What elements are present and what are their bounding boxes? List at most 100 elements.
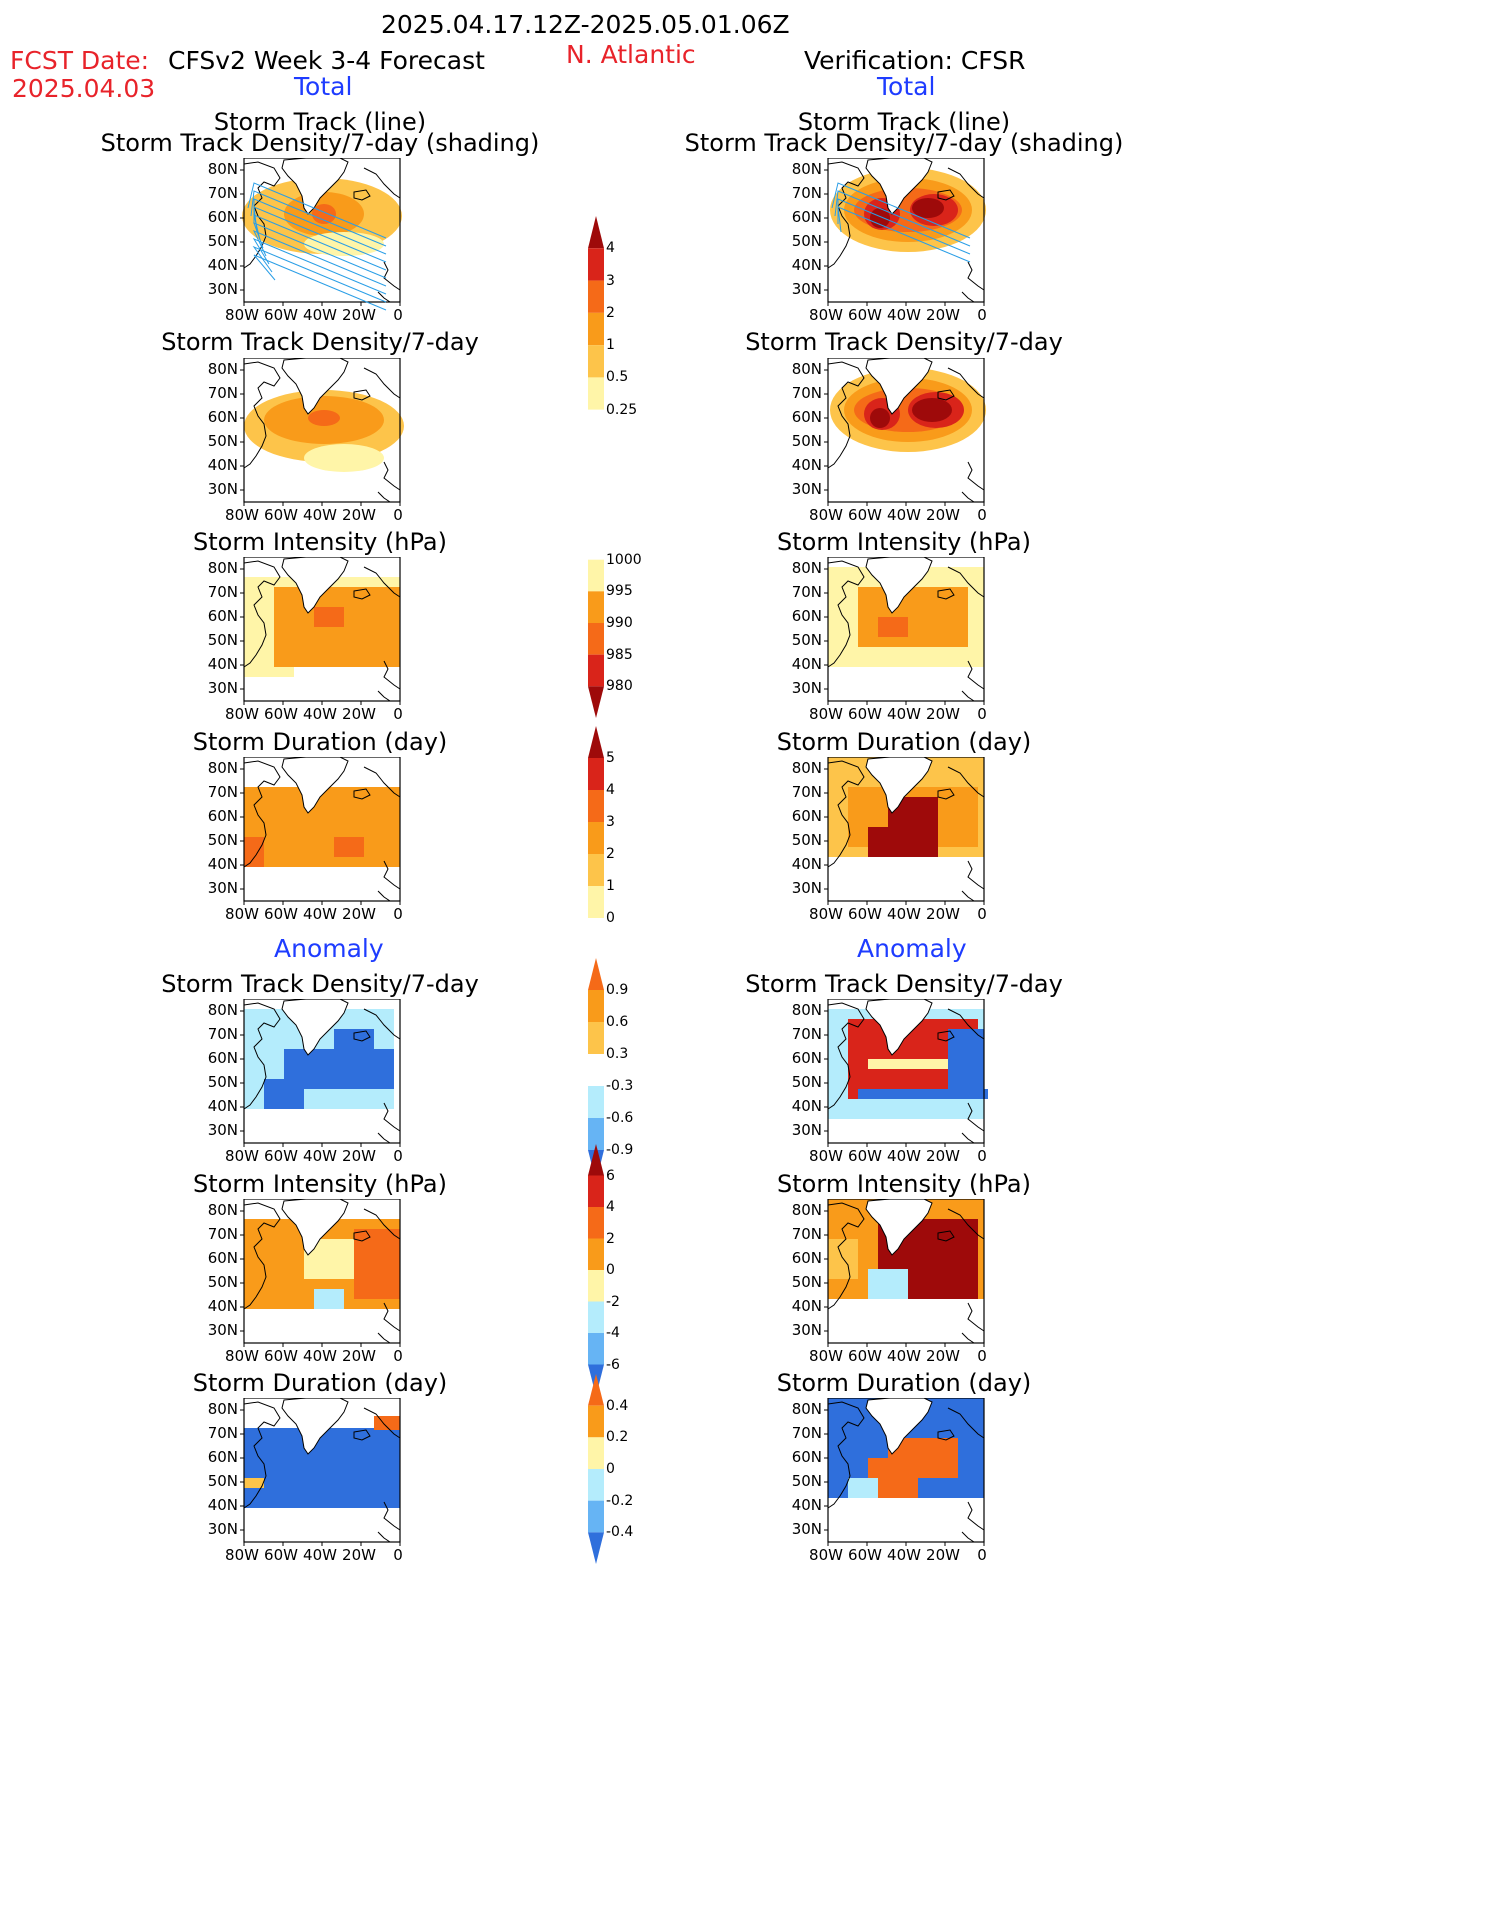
lon-tick-label: 0 <box>977 506 987 524</box>
map-plot-left-6 <box>240 1398 401 1546</box>
lat-tick-label: 30N <box>207 879 238 897</box>
lat-tick-label: 70N <box>207 384 238 402</box>
lon-tick-label: 20W <box>342 1347 376 1365</box>
colorbar-duration-total: 5 4 3 2 1 0 <box>586 726 686 950</box>
lon-tick-label: 60W <box>264 1147 298 1165</box>
lat-tick-label: 30N <box>207 679 238 697</box>
lon-tick-label: 80W <box>809 506 843 524</box>
lat-tick-label: 40N <box>791 456 822 474</box>
lat-tick-label: 50N <box>207 1472 238 1490</box>
colorbar-swatches <box>588 216 604 442</box>
lat-tick-label: 70N <box>207 583 238 601</box>
lon-tick-label: 40W <box>303 1147 337 1165</box>
map-plot-left-0 <box>240 158 402 311</box>
map-panel-right-5 <box>786 1199 990 1377</box>
lat-tick-label: 30N <box>791 280 822 298</box>
lon-tick-label: 60W <box>848 705 882 723</box>
panel-title-anom-duration-left: Storm Duration (day) <box>192 1369 448 1397</box>
lat-tick-label: 40N <box>207 456 238 474</box>
colorbar-tick-label: 4 <box>606 240 615 257</box>
lat-tick-label: 80N <box>791 360 822 378</box>
lon-tick-label: 20W <box>926 705 960 723</box>
colorbar-tick-label: 2 <box>606 304 615 321</box>
lat-tick-label: 80N <box>207 160 238 178</box>
panel-title-track-shading-left: Storm Track Density/7-day (shading) <box>100 129 540 157</box>
lon-tick-label: 80W <box>225 1347 259 1365</box>
map-plot-right-3 <box>824 757 985 905</box>
lat-tick-label: 40N <box>207 1097 238 1115</box>
colorbar-tick-label: 0.4 <box>606 1397 629 1414</box>
colorbar-intensity-anom: 6 4 2 0 -2 -4 -6 <box>586 1144 686 1396</box>
map-plot-left-2 <box>240 557 401 705</box>
lat-tick-label: 40N <box>207 855 238 873</box>
colorbar-tick-label: 1 <box>606 878 615 894</box>
colorbar-tick-label: 0.25 <box>606 401 638 418</box>
lat-tick-label: 30N <box>207 1520 238 1538</box>
lon-tick-label: 0 <box>977 1546 987 1564</box>
map-panel-right-0 <box>786 158 990 336</box>
colorbar-tick-label: 0.9 <box>606 982 629 998</box>
colorbar-tick-label: 0 <box>606 1461 615 1477</box>
lat-tick-label: 80N <box>791 160 822 178</box>
colorbar-tick-label: 995 <box>606 583 633 600</box>
lon-tick-label: 20W <box>342 1546 376 1564</box>
anomaly-label-left: Anomaly <box>274 934 384 963</box>
colorbar-duration-anom: 0.4 0.2 0 -0.2 -0.4 <box>586 1374 686 1564</box>
map-plot-right-4 <box>824 999 988 1147</box>
region-title: N. Atlantic <box>566 40 696 69</box>
map-panel-right-2 <box>786 557 990 735</box>
lon-tick-label: 0 <box>977 306 987 324</box>
colorbar-tick-label: -0.9 <box>606 1142 634 1158</box>
lon-tick-label: 20W <box>926 1546 960 1564</box>
lon-tick-label: 80W <box>225 1147 259 1165</box>
lat-tick-label: 30N <box>791 1321 822 1339</box>
colorbar-tick-label: 2 <box>606 846 615 862</box>
lat-tick-label: 60N <box>791 1049 822 1067</box>
colorbar-intensity-total: 1000 995 990 985 980 <box>586 528 686 718</box>
lon-tick-label: 80W <box>809 1147 843 1165</box>
total-label-right: Total <box>877 72 936 101</box>
lat-tick-label: 60N <box>207 408 238 426</box>
lat-tick-label: 80N <box>207 1001 238 1019</box>
lat-tick-label: 60N <box>207 807 238 825</box>
lat-tick-label: 70N <box>791 1025 822 1043</box>
lon-tick-label: 0 <box>977 1347 987 1365</box>
lon-tick-label: 40W <box>887 506 921 524</box>
map-plot-right-2 <box>824 557 985 705</box>
lon-tick-label: 40W <box>303 1347 337 1365</box>
lat-tick-label: 40N <box>207 655 238 673</box>
lat-tick-label: 40N <box>791 1097 822 1115</box>
lon-tick-label: 80W <box>225 905 259 923</box>
forecast-title: CFSv2 Week 3-4 Forecast <box>168 46 485 75</box>
map-plot-left-3 <box>240 757 401 905</box>
panel-title-anom-intensity-left: Storm Intensity (hPa) <box>193 1170 447 1198</box>
colorbar-tick-label: 0.3 <box>606 1046 629 1062</box>
map-panel-left-4 <box>202 999 406 1177</box>
lat-tick-label: 30N <box>207 1321 238 1339</box>
lon-tick-label: 20W <box>926 905 960 923</box>
map-panel-left-3 <box>202 757 406 935</box>
map-plot-left-5 <box>240 1199 401 1347</box>
lat-tick-label: 40N <box>207 1297 238 1315</box>
lat-tick-label: 60N <box>791 1448 822 1466</box>
lon-tick-label: 60W <box>848 1546 882 1564</box>
panel-title-anom-intensity-right: Storm Intensity (hPa) <box>777 1170 1031 1198</box>
lon-tick-label: 60W <box>848 1347 882 1365</box>
lon-tick-label: 0 <box>393 705 403 723</box>
lon-tick-label: 80W <box>809 1347 843 1365</box>
colorbar-tick-label: 0.6 <box>606 1014 629 1030</box>
map-plot-right-5 <box>824 1199 985 1347</box>
lat-tick-label: 70N <box>791 384 822 402</box>
colorbar-tick-label: -0.2 <box>606 1492 634 1509</box>
map-panel-left-2 <box>202 557 406 735</box>
lon-tick-label: 60W <box>264 905 298 923</box>
map-plot-right-6 <box>824 1398 985 1546</box>
colorbar-density-anom: 0.9 0.6 0.3 -0.3 -0.6 -0.9 <box>586 958 686 1182</box>
lon-tick-label: 20W <box>926 1147 960 1165</box>
colorbar-tick-label: 2 <box>606 1230 615 1247</box>
lon-tick-label: 40W <box>887 705 921 723</box>
map-panel-left-0 <box>202 158 406 336</box>
lat-tick-label: 30N <box>207 280 238 298</box>
lat-tick-label: 60N <box>207 1049 238 1067</box>
lat-tick-label: 70N <box>791 184 822 202</box>
